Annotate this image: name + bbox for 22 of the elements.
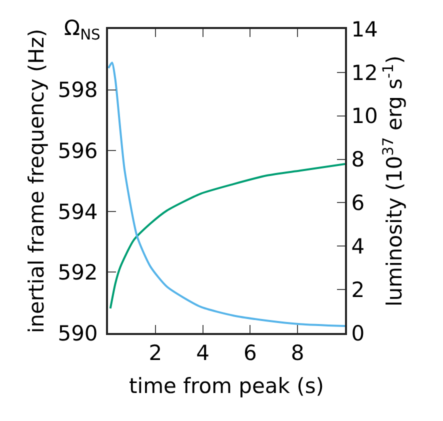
y2-tick-label: 0 [351, 321, 365, 346]
x-tick-label: 4 [196, 341, 210, 366]
y2-tick-label: 12 [351, 60, 378, 85]
y2-tick-label: 6 [351, 191, 365, 216]
text: Ω$_{NS}$ [64, 16, 100, 44]
y2-tick-label: 8 [351, 148, 365, 172]
x-tick-label: 6 [244, 341, 257, 366]
y2-tick-label: 10 [351, 104, 378, 128]
y2-tick-label: 2 [351, 278, 365, 302]
line-series [109, 162, 345, 310]
x-tick-label: 8 [290, 341, 304, 366]
y-tick-label: 590 [58, 321, 98, 346]
y-tick-label: 596 [58, 138, 98, 163]
y-tick-label: 594 [58, 200, 98, 224]
x-tick-label: 2 [148, 341, 162, 366]
x-axis-title: time from peak (s) [129, 374, 324, 398]
y2-tick-label: 14 [351, 17, 378, 42]
y-axis-title: inertial frame frequency (Hz) [24, 28, 48, 334]
y2-tick-label: 4 [351, 234, 365, 258]
line-series [108, 62, 345, 328]
y-tick-label: 598 [58, 78, 98, 102]
y-tick-label: 592 [58, 260, 98, 285]
